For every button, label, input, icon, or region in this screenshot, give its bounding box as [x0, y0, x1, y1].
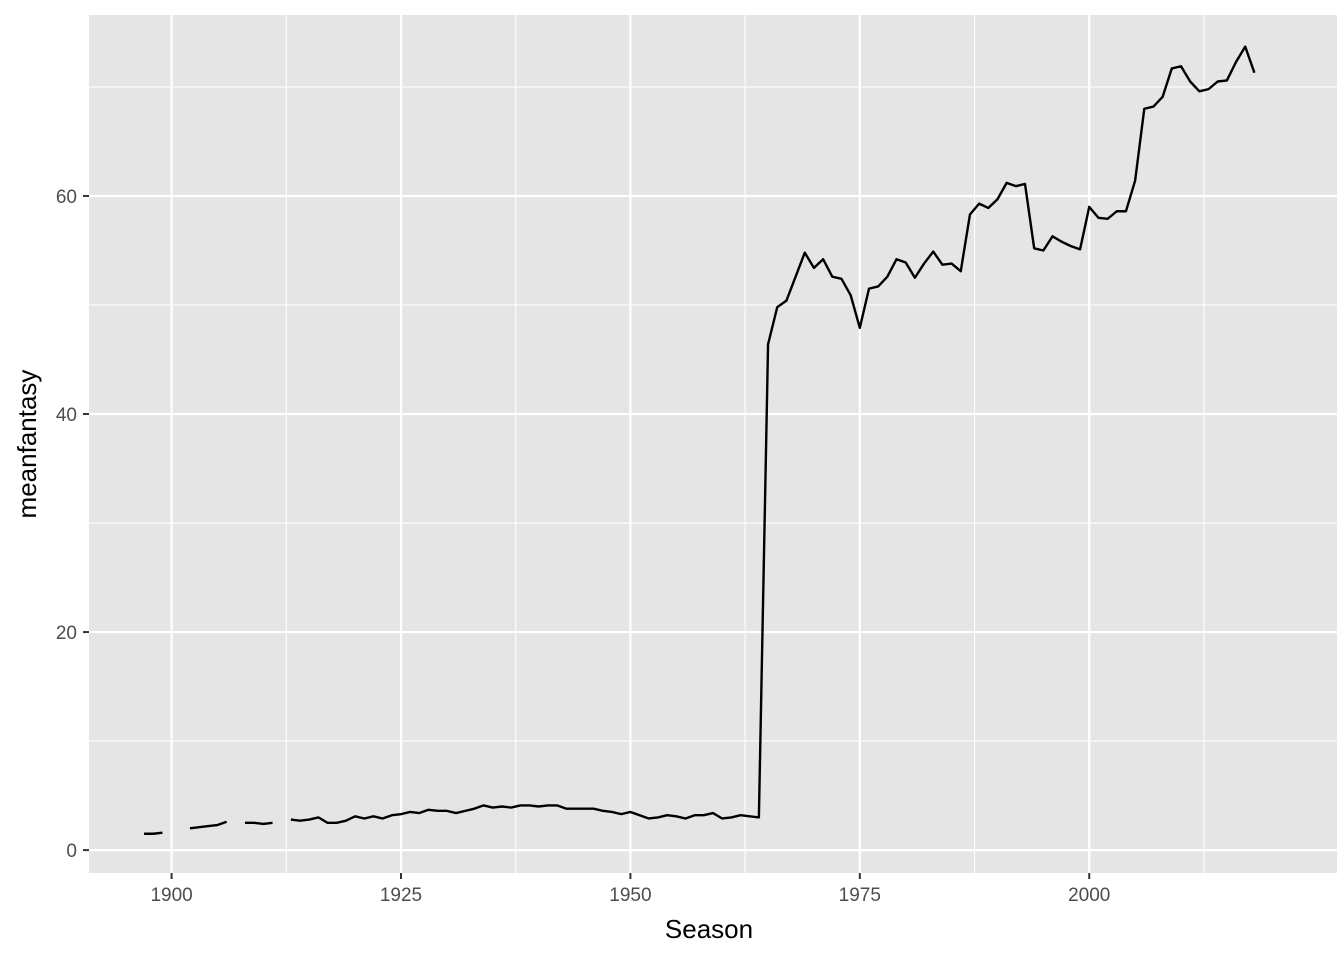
minor-gridlines — [89, 15, 1337, 873]
y-tick-label: 60 — [56, 187, 77, 208]
y-tick-label: 0 — [66, 841, 77, 862]
y-tick-label: 20 — [56, 623, 77, 644]
y-tick-label: 40 — [56, 405, 77, 426]
y-axis: 0 20 40 60 — [56, 187, 89, 862]
x-tick-label: 1900 — [150, 885, 192, 906]
y-axis-title: meanfantasy — [12, 370, 42, 519]
x-tick-label: 1975 — [839, 885, 881, 906]
series-layer — [144, 45, 1256, 835]
major-gridlines — [89, 15, 1337, 873]
series-line — [144, 45, 1256, 835]
x-tick-label: 1950 — [609, 885, 651, 906]
plot-panel — [89, 15, 1337, 873]
x-axis-title: Season — [665, 914, 753, 944]
x-axis: 1900 1925 1950 1975 2000 — [150, 873, 1110, 906]
x-tick-label: 1925 — [380, 885, 422, 906]
x-tick-label: 2000 — [1068, 885, 1110, 906]
